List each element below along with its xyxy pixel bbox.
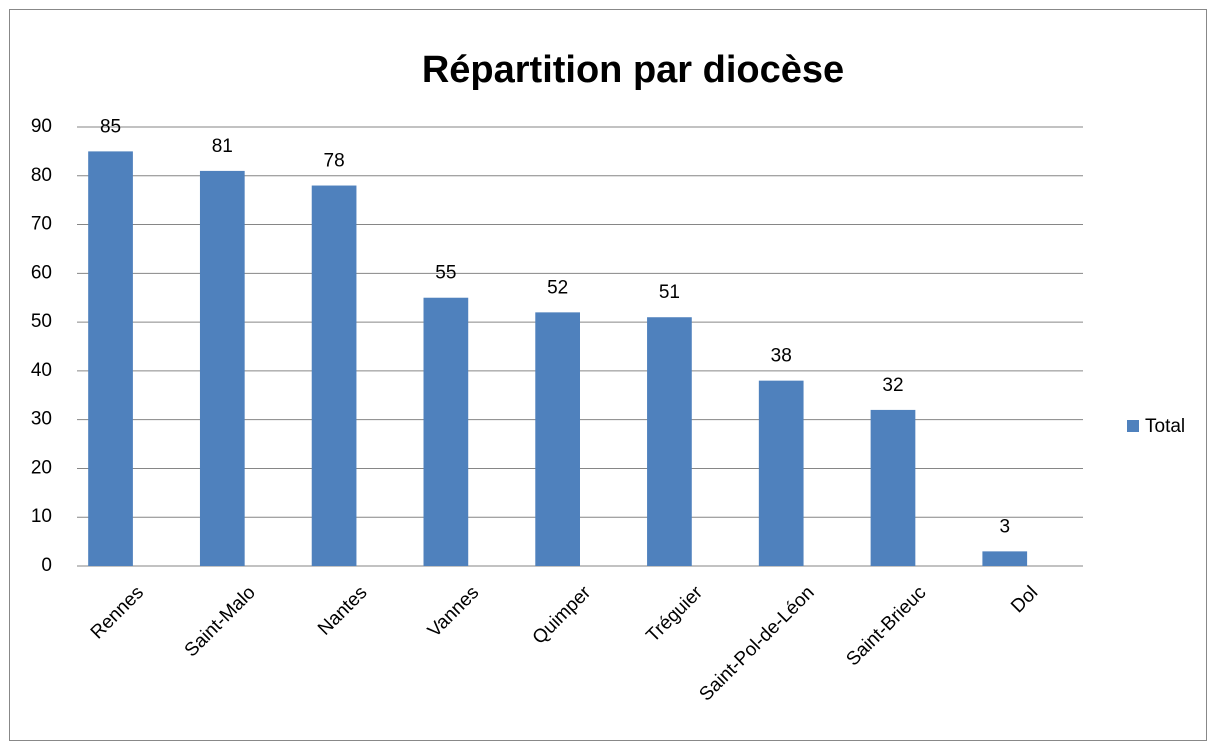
y-tick-label: 60	[31, 262, 52, 283]
y-tick-label: 40	[31, 360, 52, 381]
bar	[88, 151, 133, 566]
y-tick-label: 30	[31, 409, 52, 430]
bar	[535, 312, 580, 566]
bar	[982, 551, 1028, 566]
y-tick-label: 50	[31, 311, 52, 332]
data-label: 51	[659, 282, 680, 303]
data-label: 85	[100, 116, 121, 137]
y-tick-label: 90	[31, 116, 52, 137]
bar	[647, 317, 692, 566]
y-tick-label: 80	[31, 165, 52, 186]
data-label: 38	[771, 346, 792, 367]
y-tick-label: 10	[31, 506, 52, 527]
legend-swatch	[1127, 420, 1139, 432]
y-tick-label: 0	[41, 555, 52, 576]
data-label: 3	[999, 516, 1010, 537]
bar	[199, 170, 245, 566]
y-tick-label: 20	[31, 457, 52, 478]
data-label: 32	[882, 375, 903, 396]
data-label: 81	[212, 136, 233, 157]
bar	[758, 380, 804, 566]
legend-label: Total	[1145, 416, 1185, 437]
y-tick-label: 70	[31, 214, 52, 235]
data-label: 52	[547, 277, 568, 298]
bar	[311, 185, 357, 567]
data-label: 78	[324, 151, 345, 172]
bar	[870, 409, 916, 566]
chart-border	[9, 9, 1207, 741]
bar	[423, 297, 469, 566]
chart-title: Répartition par diocèse	[422, 49, 844, 91]
data-label: 55	[435, 263, 456, 284]
